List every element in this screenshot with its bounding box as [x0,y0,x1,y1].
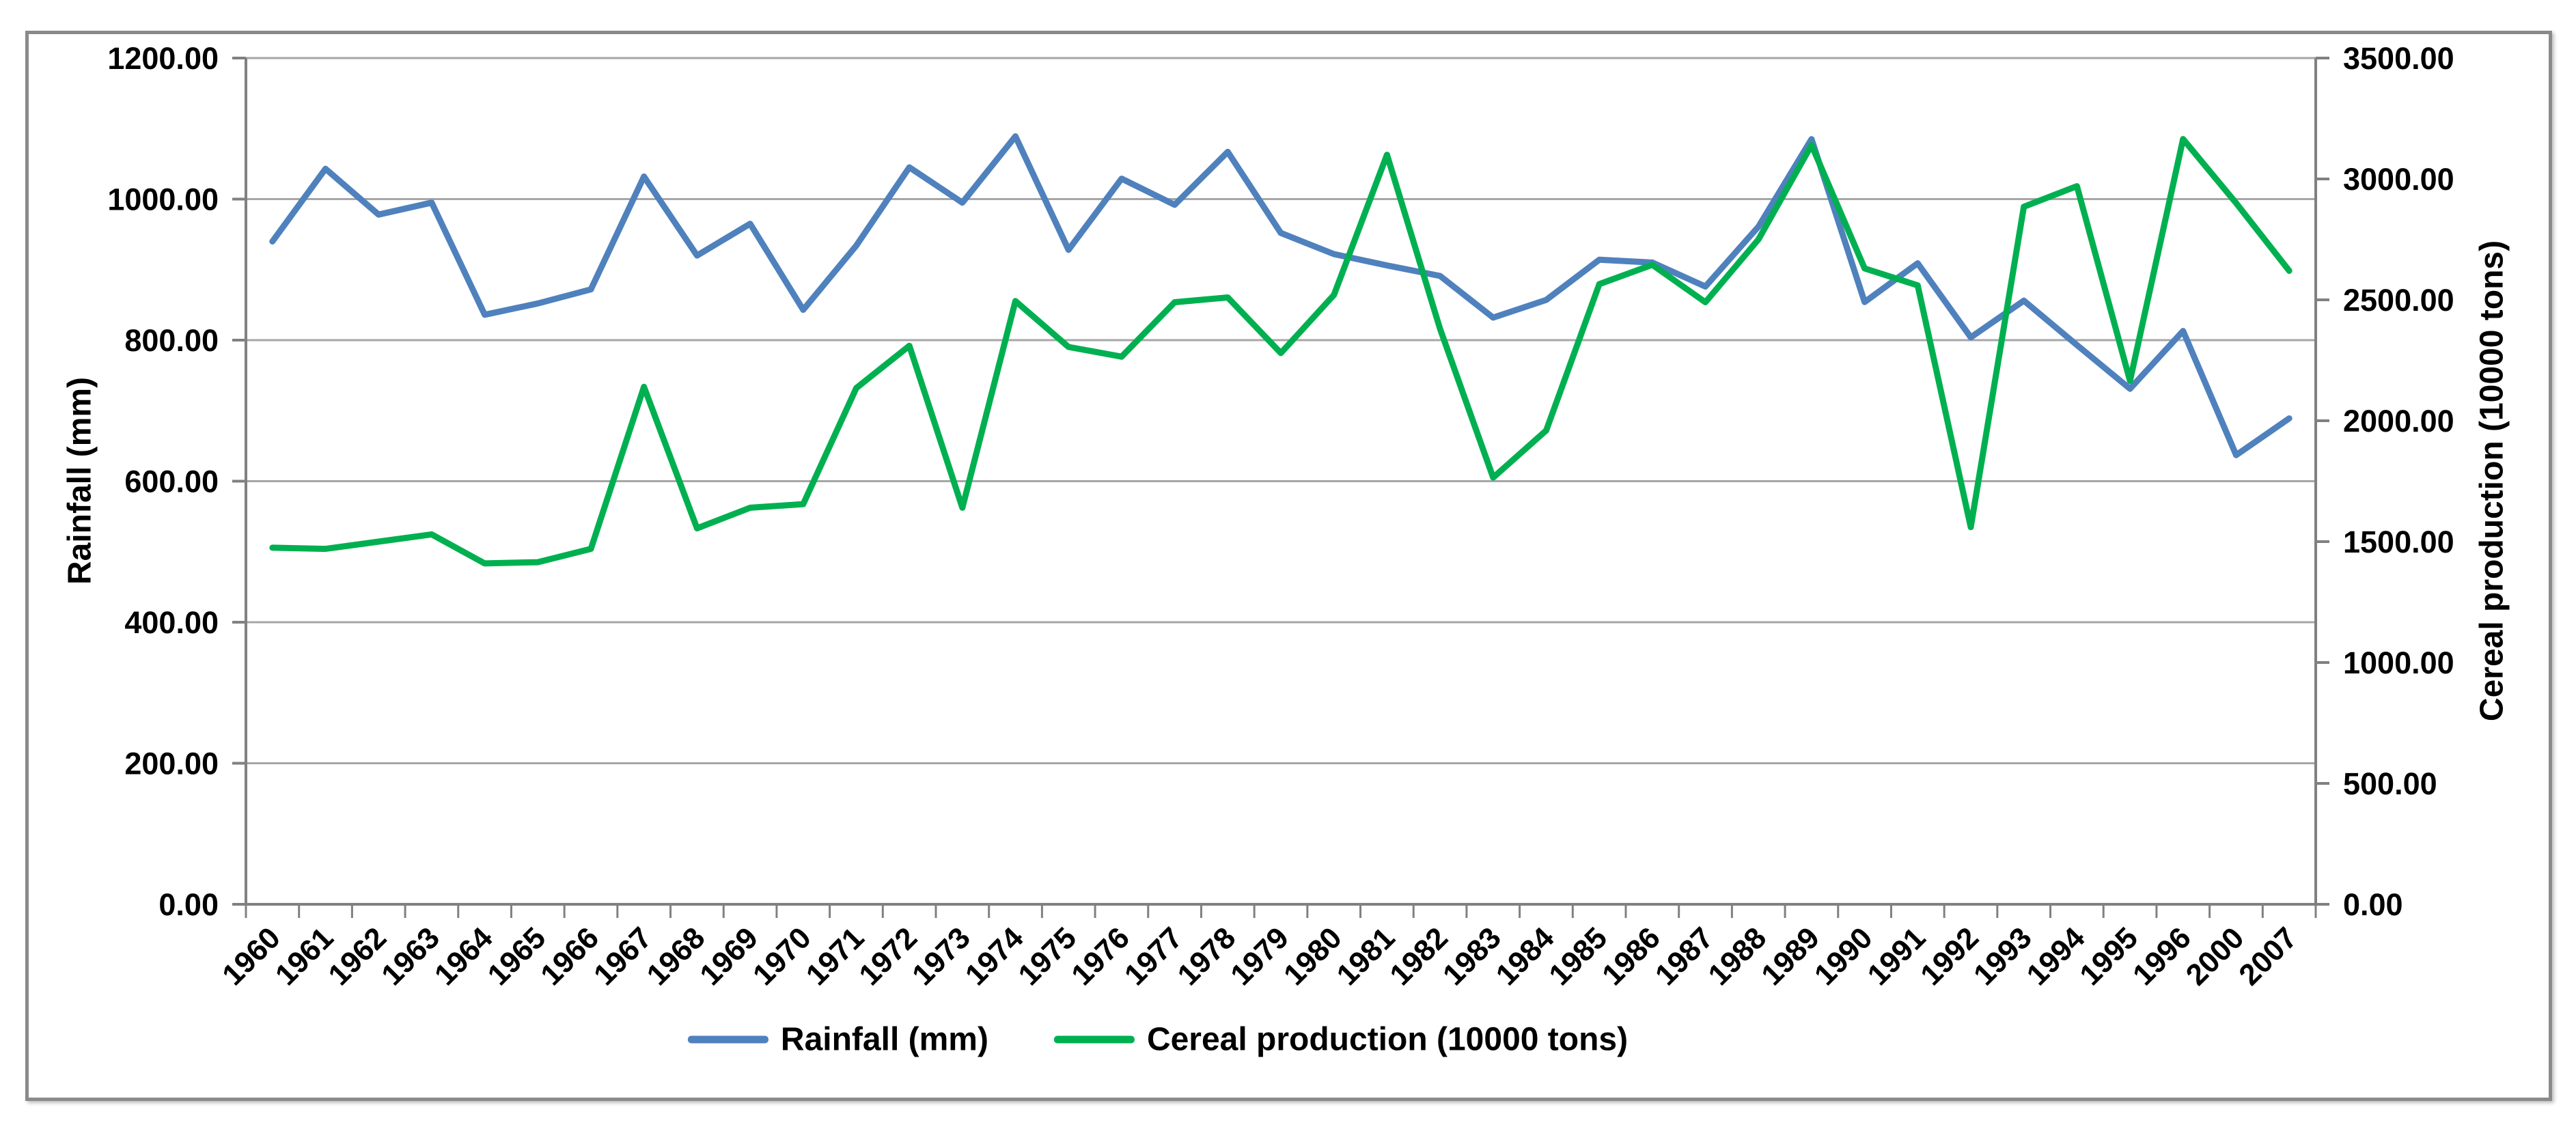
left-axis-tick-label: 800.00 [124,323,219,358]
right-axis-title: Cereal production (10000 tons) [2474,240,2510,722]
legend-item-cereal: Cereal production (10000 tons) [1053,1021,1629,1059]
x-axis-tick-label: 1983 [1437,921,1508,992]
x-axis-tick-label: 1979 [1224,921,1295,992]
chart-frame [25,31,2552,1101]
left-axis-tick-label: 0.00 [158,887,219,922]
right-axis-tick-label: 1500.00 [2343,525,2454,559]
x-axis-tick-label: 1987 [1649,921,1720,992]
left-axis-tick-label: 400.00 [124,605,219,640]
x-axis-tick-label: 1988 [1702,921,1773,992]
right-axis-tick-label: 3500.00 [2343,41,2454,76]
x-axis-tick-label: 1980 [1277,921,1348,992]
x-axis-tick-label: 1966 [534,921,605,992]
x-axis-tick-label: 2000 [2180,921,2251,992]
cereal-line-swatch [1053,1035,1135,1044]
x-axis-tick-label: 1962 [322,921,393,992]
x-axis-tick-label: 1965 [482,921,553,992]
x-axis-tick-label: 1967 [587,921,659,992]
x-axis-tick-label: 1969 [693,921,764,992]
x-axis-tick-label: 1968 [641,921,712,992]
cereal-production-line [269,136,2293,567]
x-axis-tick-label: 1995 [2073,921,2144,992]
x-axis-tick-label: 1961 [269,921,340,992]
right-axis-tick-label: 0.00 [2343,887,2403,922]
right-axis-tick-label: 2000.00 [2343,404,2454,438]
rainfall-legend-label: Rainfall (mm) [780,1021,988,1058]
x-axis-tick-label: 1974 [959,921,1030,992]
x-axis-tick-label: 1963 [375,921,446,992]
x-axis-tick-label: 1973 [906,921,977,992]
x-axis-tick-label: 2007 [2232,921,2303,992]
right-axis-tick-label: 500.00 [2343,766,2437,801]
x-axis-tick-label: 1975 [1012,921,1083,992]
x-axis-tick-label: 1970 [747,921,818,992]
x-axis-tick-label: 1984 [1490,921,1561,992]
x-axis-tick-label: 1972 [853,921,924,992]
rainfall-line-swatch [687,1035,768,1044]
rainfall-line [269,133,2293,458]
x-axis-tick-label: 1971 [800,921,871,992]
right-axis-tick-label: 2500.00 [2343,283,2454,318]
x-axis-tick-label: 1992 [1914,921,1985,992]
x-axis-tick-label: 1982 [1383,921,1454,992]
x-axis-tick-label: 1986 [1596,921,1667,992]
left-axis-tick-label: 200.00 [124,747,219,781]
right-axis-tick-label: 1000.00 [2343,645,2454,680]
x-axis-tick-label: 1994 [2021,921,2092,992]
x-axis-tick-label: 1989 [1755,921,1826,992]
x-axis-tick-label: 1990 [1808,921,1879,992]
left-axis-title: Rainfall (mm) [61,376,98,585]
x-axis-tick-label: 1977 [1118,921,1189,992]
left-axis-tick-label: 600.00 [124,464,219,499]
right-axis-tick-label: 3000.00 [2343,162,2454,197]
x-axis-tick-label: 1996 [2127,921,2198,992]
legend-item-rainfall: Rainfall (mm) [687,1021,988,1059]
left-axis-tick-label: 1200.00 [107,41,219,76]
left-axis-tick-label: 1000.00 [107,182,219,217]
cereal-legend-label: Cereal production (10000 tons) [1146,1021,1629,1058]
x-axis-tick-label: 1978 [1172,921,1243,992]
x-axis-tick-label: 1993 [1967,921,2038,992]
x-axis-tick-label: 1964 [428,921,499,992]
x-axis-tick-label: 1981 [1331,921,1402,992]
legend: Rainfall (mm) Cereal production (10000 t… [687,1021,1629,1059]
x-axis-tick-label: 1985 [1542,921,1614,992]
x-axis-tick-label: 1976 [1065,921,1136,992]
x-axis-tick-label: 1960 [216,921,287,992]
x-axis-tick-label: 1991 [1861,921,1933,992]
